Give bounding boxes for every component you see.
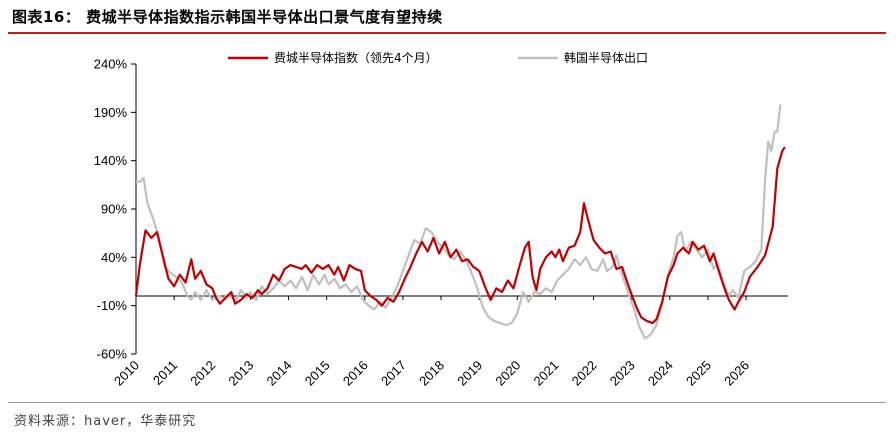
x-tick-label: 2020 <box>492 358 523 389</box>
x-axis: 2010 2011 2012 2013 2014 2015 2016 2017 2018 2019… <box>111 295 788 389</box>
x-tick-label: 2026 <box>721 358 752 389</box>
x-tick-label: 2015 <box>302 358 333 389</box>
legend-label: 费城半导体指数（领先4个月） <box>274 50 438 65</box>
y-axis: -60% -10% 40% 90% 140% 190% 240% <box>94 57 137 362</box>
y-tick-label: -60% <box>97 347 128 362</box>
x-tick-label: 2012 <box>187 358 218 389</box>
y-tick-label: 40% <box>101 250 127 265</box>
y-tick-label: 190% <box>94 105 128 120</box>
y-tick-label: -10% <box>97 298 128 313</box>
x-tick-label: 2021 <box>530 358 561 389</box>
x-tick-label: 2022 <box>569 358 600 389</box>
series-line-korea-exports <box>136 104 782 340</box>
source-note: 资料来源：haver，华泰研究 <box>14 414 197 429</box>
x-tick-label: 2014 <box>264 358 295 389</box>
y-tick-label: 140% <box>94 153 128 168</box>
bottom-rule <box>8 402 886 403</box>
series-line-sox <box>134 146 786 325</box>
x-tick-label: 2023 <box>607 358 638 389</box>
title-rule <box>8 32 886 34</box>
x-tick-label: 2010 <box>111 358 142 389</box>
figure-title: 图表16： 费城半导体指数指示韩国半导体出口景气度有望持续 <box>12 8 443 26</box>
title-bar: 图表16： 费城半导体指数指示韩国半导体出口景气度有望持续 <box>0 0 896 30</box>
y-tick-label: 90% <box>101 202 127 217</box>
x-tick-label: 2019 <box>454 358 485 389</box>
legend-item-sox: 费城半导体指数（领先4个月） <box>228 50 438 65</box>
legend: 费城半导体指数（领先4个月） 韩国半导体出口 <box>228 50 648 65</box>
x-tick-label: 2017 <box>378 358 409 389</box>
legend-label: 韩国半导体出口 <box>564 50 648 65</box>
series-layer <box>134 104 786 340</box>
y-tick-label: 240% <box>94 57 128 72</box>
x-tick-label: 2024 <box>645 358 676 389</box>
chart-area: -60%-10%40%90%140%190%240% 2010 2011 2012 2… <box>94 50 788 389</box>
x-tick-label: 2025 <box>683 358 714 389</box>
x-tick-label: 2013 <box>225 358 256 389</box>
x-tick-label: 2016 <box>340 358 371 389</box>
x-tick-label: 2018 <box>416 358 447 389</box>
legend-item-korea-exports: 韩国半导体出口 <box>518 50 648 65</box>
x-tick-label: 2011 <box>150 358 180 388</box>
